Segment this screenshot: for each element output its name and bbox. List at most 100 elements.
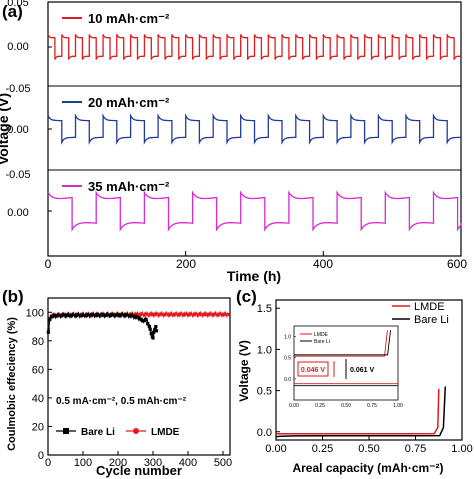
panel-c-xtick-label: 0.75 xyxy=(405,443,426,455)
inset-xtick-label: 0.25 xyxy=(315,403,325,409)
inset-ytick-label: 0.0 xyxy=(284,377,291,383)
panel-b-label: (b) xyxy=(2,287,24,306)
point-bare-li xyxy=(109,313,113,317)
panel-c-ytick-label: 0.0 xyxy=(257,427,272,439)
point-bare-li xyxy=(81,313,85,317)
point-bare-li xyxy=(137,316,141,320)
panel-b-xtick-label: 400 xyxy=(179,457,197,469)
point-lmde xyxy=(168,312,173,317)
point-bare-li xyxy=(49,314,54,319)
inset-xtick-label: 0.00 xyxy=(289,403,299,409)
point-bare-li xyxy=(123,313,127,317)
point-bare-li xyxy=(102,313,106,317)
inset-annotation-bare: 0.061 V xyxy=(350,367,374,374)
point-bare-li xyxy=(149,332,153,336)
panel-b-ytick-label: 40 xyxy=(32,393,44,405)
panel-b-xtick-label: 100 xyxy=(74,457,92,469)
panel-a-xtick-3: 400 xyxy=(313,257,333,271)
point-bare-li xyxy=(116,313,120,317)
panel-a-ytick-6: 0.00 xyxy=(7,207,28,219)
inset-annotation-lmde: 0.046 V xyxy=(301,367,325,374)
panel-c: (c) Voltage (V) Areal capacity (mAh·cm⁻²… xyxy=(236,287,473,475)
panel-c-label: (c) xyxy=(236,287,257,306)
point-bare-li xyxy=(88,313,92,317)
point-bare-li xyxy=(144,317,148,322)
point-bare-li xyxy=(67,313,71,318)
legend-marker-bare-li xyxy=(63,428,69,434)
panel-c-xtick-label: 0.00 xyxy=(265,443,286,455)
panel-b-xtick-label: 500 xyxy=(214,457,232,469)
panel-c-ytick-label: 1.0 xyxy=(257,344,272,356)
panel-c-xtick-label: 0.25 xyxy=(312,443,333,455)
panel-b-ytick-label: 80 xyxy=(32,336,44,348)
panel-a-ytick-4: 0.00 xyxy=(7,124,28,136)
point-lmde xyxy=(221,312,225,317)
inset-upper-lmde xyxy=(294,330,388,357)
series-line-1 xyxy=(47,34,462,60)
point-bare-li xyxy=(146,322,150,326)
inset-xtick-label: 1.00 xyxy=(393,403,403,409)
panel-b-frame xyxy=(47,297,231,456)
series-line-c-lmde xyxy=(275,388,440,435)
legend-label-10: 10 mAh·cm⁻² xyxy=(88,11,170,26)
inset-xtick-label: 0.75 xyxy=(367,403,377,409)
panel-a-xtick-4: 600 xyxy=(447,257,467,271)
legend-label-20: 20 mAh·cm⁻² xyxy=(88,95,170,110)
panel-c-ytick-label: 0.5 xyxy=(257,386,272,398)
panel-b-ytick-label: 0 xyxy=(38,450,44,462)
point-bare-li xyxy=(147,324,152,329)
panel-a-ytick-5: -0.05 xyxy=(5,169,30,181)
point-lmde xyxy=(226,312,230,317)
legend-label-bare-li: Bare Li xyxy=(81,427,115,438)
point-bare-li xyxy=(152,330,156,334)
panel-a-ytick-3: -0.05 xyxy=(5,83,30,95)
panel-a-ylabel: Voltage (V) xyxy=(0,93,11,165)
point-bare-li xyxy=(130,314,134,318)
point-bare-li xyxy=(53,314,57,318)
point-lmde xyxy=(151,312,155,317)
legend-marker-lmde xyxy=(133,428,139,434)
legend-label-c-bare: Bare Li xyxy=(414,314,449,326)
inset-xtick-label: 0.50 xyxy=(341,403,351,409)
panel-a-ytick-2: 0.00 xyxy=(7,41,28,53)
panel-b-ytick-label: 20 xyxy=(32,421,44,433)
panel-b-annotation: 0.5 mA·cm⁻², 0.5 mAh·cm⁻² xyxy=(56,396,187,407)
inset-ytick-label: 1.0 xyxy=(284,335,291,341)
panel-b-xtick-label: 200 xyxy=(109,457,127,469)
legend-label-lmde: LMDE xyxy=(151,427,180,438)
legend-label-35: 35 mAh·cm⁻² xyxy=(88,179,170,194)
point-bare-li xyxy=(95,313,99,317)
point-bare-li xyxy=(154,324,158,329)
series-line-3 xyxy=(47,190,462,232)
point-bare-li xyxy=(46,330,50,334)
inset-legend-label-bare: Bare Li xyxy=(314,339,330,345)
panel-c-xtick-label: 1.00 xyxy=(451,443,472,455)
panel-c-xtick-label: 0.50 xyxy=(358,443,379,455)
panel-c-ylabel: Voltage (V) xyxy=(237,340,251,402)
panel-b-xtick-label: 0 xyxy=(45,457,51,469)
panel-a-xtick-2: 200 xyxy=(176,257,196,271)
panel-b-xtick-label: 300 xyxy=(144,457,162,469)
point-lmde xyxy=(203,312,208,317)
series-line-c-bare-li xyxy=(275,386,447,438)
panel-a-ytick-1: 0.05 xyxy=(7,0,28,9)
inset-upper-bare-li xyxy=(294,330,392,356)
series-line-2 xyxy=(47,113,461,145)
panel-b-ylabel: Coulmobic effeciency (%) xyxy=(6,317,18,451)
point-bare-li xyxy=(154,329,159,333)
point-bare-li xyxy=(140,319,145,323)
point-bare-li xyxy=(60,313,64,318)
point-bare-li xyxy=(153,327,157,331)
panel-c-xlabel: Areal capacity (mAh·cm⁻²) xyxy=(292,461,443,475)
panel-b-ytick-label: 100 xyxy=(26,307,44,319)
inset-ytick-label: 0.5 xyxy=(284,356,291,362)
point-lmde xyxy=(186,312,190,317)
panel-b-xlabel: Cycle number xyxy=(96,463,182,478)
panel-c-ytick-label: 1.5 xyxy=(257,303,272,315)
point-bare-li xyxy=(151,336,155,340)
panel-b: (b) Coulmobic effeciency (%) Cycle numbe… xyxy=(2,287,232,478)
point-bare-li xyxy=(74,313,78,317)
point-bare-li xyxy=(48,317,52,322)
inset-legend-label-lmde: LMDE xyxy=(314,332,329,338)
